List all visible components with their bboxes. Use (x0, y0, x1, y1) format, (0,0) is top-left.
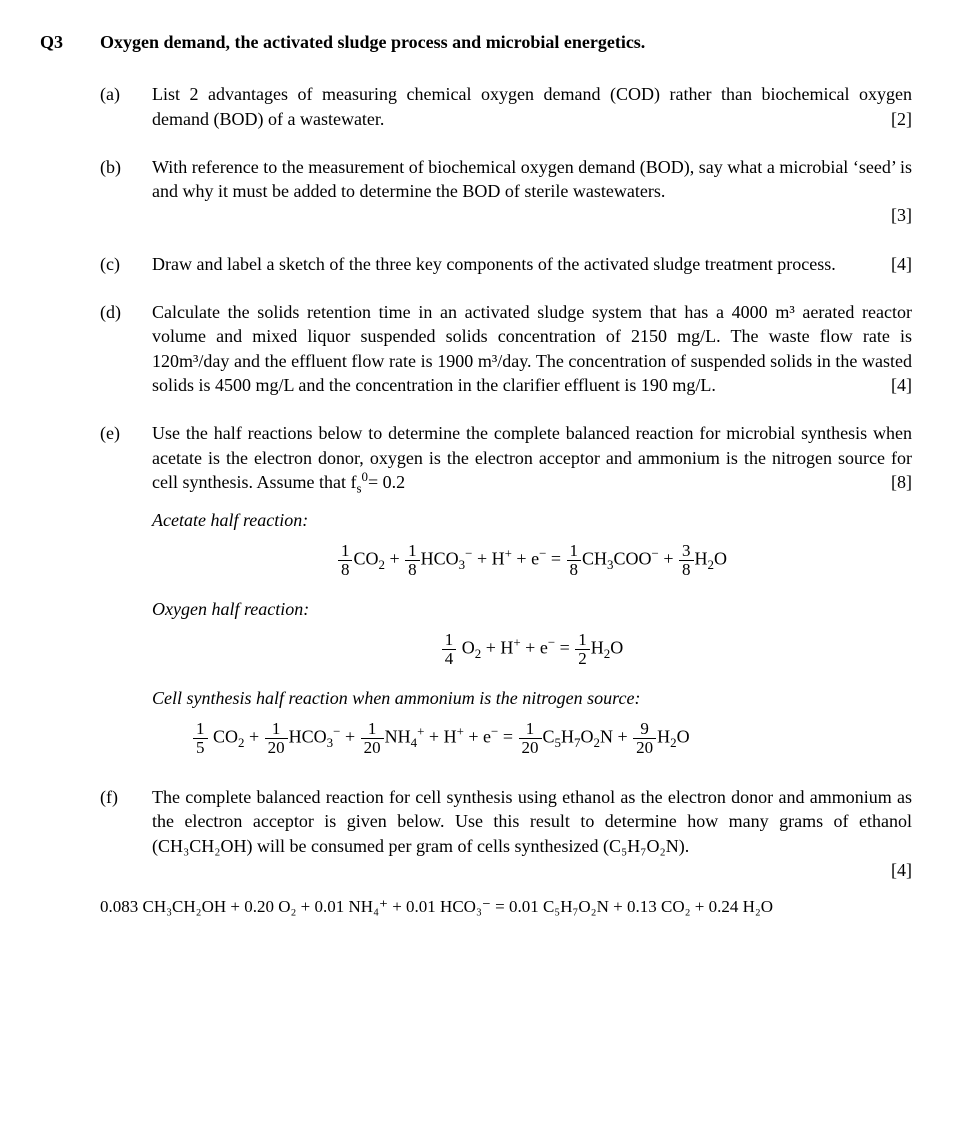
oxygen-label: Oxygen half reaction: (152, 597, 912, 621)
part-marks: [4] (891, 858, 912, 882)
part-text: The complete balanced reaction for cell … (152, 787, 912, 856)
cell-equation: 15 CO2 + 120HCO3− + 120NH4+ + H+ + e− = … (152, 720, 912, 757)
part-marks: [4] (891, 252, 912, 276)
part-e: (e) Use the half reactions below to dete… (100, 421, 912, 775)
part-label: (f) (100, 785, 152, 882)
part-text: With reference to the measurement of bio… (152, 157, 912, 201)
part-a: (a) List 2 advantages of measuring chemi… (100, 82, 912, 131)
part-label: (d) (100, 300, 152, 397)
question-number: Q3 (40, 30, 100, 54)
part-marks: [3] (891, 203, 912, 227)
acetate-equation: 18CO2 + 18HCO3− + H+ + e− = 18CH3COO− + … (152, 542, 912, 579)
part-d: (d) Calculate the solids retention time … (100, 300, 912, 397)
part-label: (a) (100, 82, 152, 131)
part-f: (f) The complete balanced reaction for c… (100, 785, 912, 882)
part-body: Draw and label a sketch of the three key… (152, 252, 912, 276)
cell-label: Cell synthesis half reaction when ammoni… (152, 686, 912, 710)
part-label: (e) (100, 421, 152, 775)
oxygen-equation: 14 O2 + H+ + e− = 12H2O (152, 631, 912, 668)
part-body: Use the half reactions below to determin… (152, 421, 912, 775)
part-c: (c) Draw and label a sketch of the three… (100, 252, 912, 276)
part-label: (b) (100, 155, 152, 228)
acetate-label: Acetate half reaction: (152, 508, 912, 532)
part-b: (b) With reference to the measurement of… (100, 155, 912, 228)
final-equation: 0.083 CH₃CH₂OH + 0.20 O₂ + 0.01 NH₄⁺ + 0… (100, 896, 912, 919)
part-body: List 2 advantages of measuring chemical … (152, 82, 912, 131)
part-body: The complete balanced reaction for cell … (152, 785, 912, 882)
part-label: (c) (100, 252, 152, 276)
part-marks: [2] (891, 107, 912, 131)
part-text: Draw and label a sketch of the three key… (152, 254, 836, 274)
part-marks: [4] (891, 373, 912, 397)
part-text-after: = 0.2 (368, 472, 405, 492)
part-body: With reference to the measurement of bio… (152, 155, 912, 228)
part-text-before: Use the half reactions below to determin… (152, 423, 912, 492)
part-text: List 2 advantages of measuring chemical … (152, 84, 912, 128)
part-marks: [8] (891, 470, 912, 494)
question-title: Oxygen demand, the activated sludge proc… (100, 30, 912, 54)
question-header: Q3 Oxygen demand, the activated sludge p… (40, 30, 912, 54)
part-text: Calculate the solids retention time in a… (152, 302, 912, 395)
part-body: Calculate the solids retention time in a… (152, 300, 912, 397)
